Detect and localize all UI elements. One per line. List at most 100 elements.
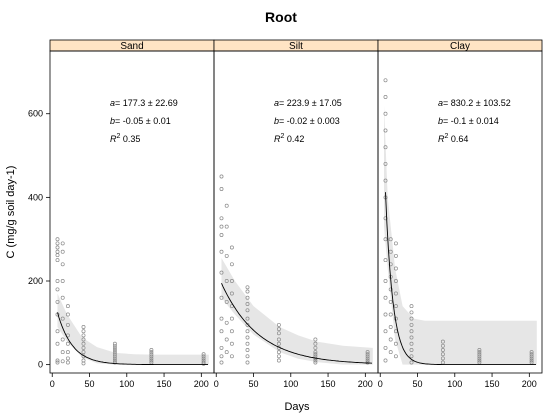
data-point (201, 356, 206, 361)
data-point (229, 316, 234, 321)
data-point (383, 95, 388, 99)
data-point (383, 237, 388, 242)
data-point (112, 341, 117, 346)
data-point (388, 237, 393, 242)
data-point (383, 258, 388, 263)
x-axis-label: Days (284, 401, 310, 413)
data-point (55, 241, 60, 246)
data-point (219, 360, 224, 365)
data-point (383, 128, 388, 133)
data-point (81, 329, 86, 334)
data-point (60, 249, 65, 254)
data-point (388, 312, 393, 317)
data-point (229, 279, 234, 283)
data-point (388, 350, 393, 355)
data-point (55, 237, 60, 242)
data-point (55, 329, 60, 334)
data-point (60, 241, 65, 246)
data-point (219, 216, 224, 221)
fit-annotation-r2: R2 0.64 (438, 133, 468, 144)
data-point (55, 299, 60, 304)
data-point (245, 302, 250, 306)
confidence-band (384, 105, 537, 365)
data-point (245, 289, 250, 294)
data-point (229, 245, 234, 250)
data-point (529, 352, 534, 357)
data-point (245, 285, 250, 290)
y-tick-label: 200 (28, 276, 43, 286)
data-point (245, 322, 250, 327)
data-point (383, 329, 388, 334)
panels: Sand a= 177.3 ± 22.69 b= -0.05 ± 0.01 R2 0.… (28, 39, 543, 389)
data-point (477, 354, 482, 359)
data-point (65, 360, 70, 365)
data-point (313, 352, 318, 357)
data-point (219, 354, 224, 359)
data-point (245, 308, 250, 313)
confidence-band (57, 293, 209, 365)
data-point (229, 329, 234, 334)
data-point (229, 341, 234, 346)
data-point (81, 341, 86, 346)
data-point (393, 266, 398, 271)
data-point (388, 337, 393, 342)
data-point (383, 178, 388, 183)
data-point (365, 360, 370, 365)
data-point (65, 322, 70, 327)
data-point (55, 279, 60, 283)
data-point (276, 337, 281, 342)
data-point (440, 356, 445, 361)
data-point (224, 279, 229, 283)
data-point (388, 249, 393, 254)
data-point (112, 360, 117, 365)
data-point (477, 356, 482, 361)
y-tick-label: 600 (28, 109, 43, 119)
fit-annotation-r2: R2 0.42 (274, 133, 304, 144)
data-point (365, 356, 370, 361)
data-point (529, 360, 534, 365)
data-point (55, 358, 60, 363)
data-point (55, 341, 60, 346)
data-point (229, 354, 234, 359)
data-point (409, 304, 414, 309)
confidence-band (221, 258, 373, 365)
data-point (409, 341, 414, 346)
data-point (313, 360, 318, 365)
fit-annotation-b: b= -0.1 ± 0.014 (438, 116, 499, 126)
data-point (112, 358, 117, 363)
data-point (393, 341, 398, 346)
data-point (65, 356, 70, 361)
data-point (409, 329, 414, 334)
data-point (245, 341, 250, 346)
x-tick-label: 50 (413, 379, 423, 389)
data-point (276, 358, 281, 363)
data-point (477, 358, 482, 363)
data-point (149, 356, 154, 361)
data-point (112, 354, 117, 359)
data-point (65, 350, 70, 355)
panel-sand: Sand a= 177.3 ± 22.69 b= -0.05 ± 0.01 R2 0.… (49, 39, 215, 389)
data-point (245, 360, 250, 365)
panel-silt: Silt a= 223.9 ± 17.05 b= -0.02 ± 0.003 R2 0… (213, 39, 379, 389)
fit-annotation-r2: R2 0.35 (110, 133, 140, 144)
data-point (365, 352, 370, 357)
data-point (529, 350, 534, 355)
data-point (112, 352, 117, 357)
data-point (60, 316, 65, 321)
fit-line (221, 283, 373, 364)
data-point (112, 345, 117, 350)
data-point (60, 359, 65, 364)
data-point (55, 360, 60, 365)
data-point (81, 337, 86, 342)
data-point (229, 291, 234, 296)
data-point (409, 310, 414, 315)
data-point (313, 337, 318, 342)
data-point (219, 329, 224, 334)
data-point (81, 350, 86, 355)
data-point (409, 316, 414, 321)
data-point (477, 360, 482, 365)
fit-line (57, 312, 208, 366)
fit-annotation-a: a= 177.3 ± 22.69 (110, 98, 178, 108)
data-point (224, 299, 229, 304)
data-point (383, 279, 388, 283)
